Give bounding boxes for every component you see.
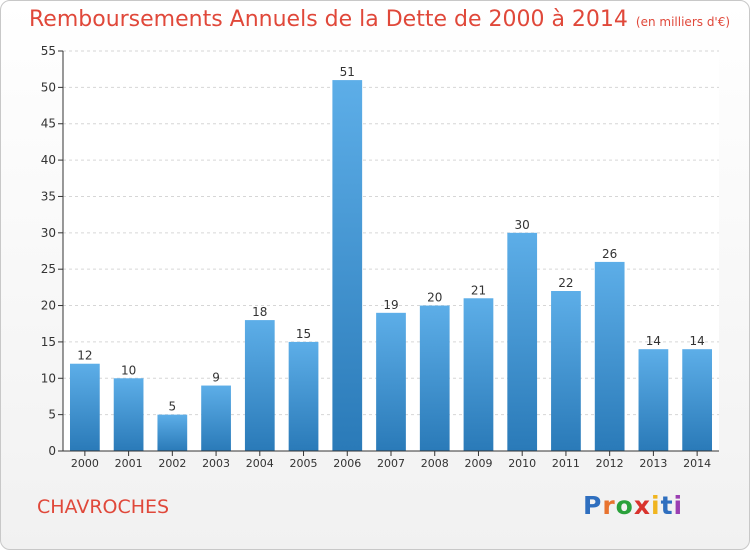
bar: [376, 312, 406, 451]
bar: [551, 291, 581, 451]
x-tick-label: 2009: [464, 457, 492, 470]
bar-value-label: 14: [646, 334, 661, 348]
bar: [594, 261, 625, 451]
y-tick-label: 10: [41, 371, 56, 385]
x-tick-label: 2013: [639, 457, 667, 470]
title-text: Remboursements Annuels de la Dette de 20…: [29, 7, 628, 32]
y-tick-label: 25: [41, 262, 56, 276]
x-tick-label: 2003: [202, 457, 230, 470]
x-tick-label: 2012: [596, 457, 624, 470]
x-tick-label: 2008: [421, 457, 449, 470]
bar: [69, 363, 100, 451]
y-tick-label: 15: [41, 335, 56, 349]
y-tick-label: 35: [41, 189, 56, 203]
x-tick-label: 2005: [290, 457, 318, 470]
y-tick-label: 20: [41, 299, 56, 313]
bar: [682, 349, 713, 451]
bar-value-label: 30: [515, 218, 530, 232]
x-tick-label: 2000: [71, 457, 99, 470]
chart-title: Remboursements Annuels de la Dette de 20…: [29, 7, 730, 32]
bar: [332, 80, 363, 451]
bar-value-label: 26: [602, 247, 617, 261]
bar-value-label: 14: [689, 334, 704, 348]
x-tick-label: 2011: [552, 457, 580, 470]
x-tick-label: 2007: [377, 457, 405, 470]
y-tick-label: 55: [41, 44, 56, 58]
y-tick-label: 30: [41, 226, 56, 240]
y-tick-label: 5: [48, 408, 56, 422]
bar-value-label: 15: [296, 327, 311, 341]
bar: [419, 305, 450, 451]
bar-value-label: 20: [427, 291, 442, 305]
bar: [507, 232, 538, 451]
bar-value-label: 19: [383, 298, 398, 312]
bar: [157, 414, 188, 451]
bar-value-label: 18: [252, 305, 267, 319]
bar-value-label: 12: [77, 349, 92, 363]
x-tick-label: 2004: [246, 457, 274, 470]
bar: [201, 385, 231, 451]
bar-value-label: 51: [340, 65, 355, 79]
bar-value-label: 10: [121, 363, 136, 377]
y-tick-label: 50: [41, 80, 56, 94]
bar: [113, 378, 144, 451]
y-tick-label: 0: [48, 444, 56, 458]
proxiti-logo: Proxiti: [583, 491, 684, 520]
title-units: (en milliers d'€): [635, 15, 731, 29]
y-tick-label: 40: [41, 153, 56, 167]
x-tick-label: 2002: [158, 457, 186, 470]
bar-value-label: 9: [212, 371, 220, 385]
bar: [244, 320, 275, 451]
x-tick-label: 2010: [508, 457, 536, 470]
bar: [288, 341, 319, 451]
bar: [463, 298, 494, 451]
y-tick-label: 45: [41, 117, 56, 131]
place-name: CHAVROCHES: [37, 496, 170, 518]
bar-value-label: 21: [471, 283, 486, 297]
x-tick-label: 2006: [333, 457, 361, 470]
bar-value-label: 22: [558, 276, 573, 290]
bar-value-label: 5: [169, 400, 177, 414]
x-tick-label: 2014: [683, 457, 711, 470]
x-tick-label: 2001: [115, 457, 143, 470]
bar: [638, 349, 669, 451]
